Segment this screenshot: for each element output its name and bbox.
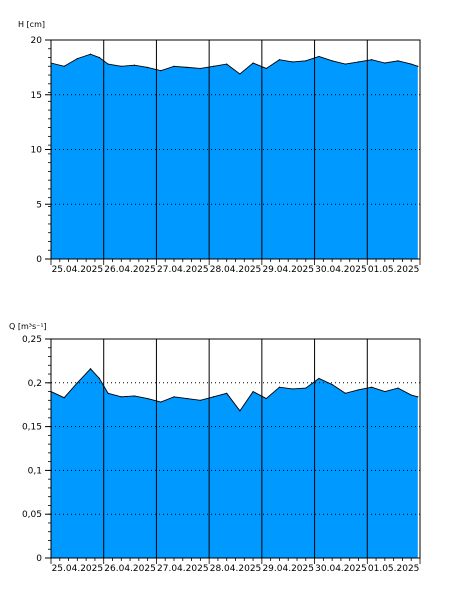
chart-0-data-point-3: [89, 53, 92, 55]
chart-1-data-point-16: [252, 390, 254, 393]
chart-0-x-tick-label-0: 25.04.2025: [52, 265, 104, 275]
chart-1-data-point-29: [417, 396, 419, 398]
chart-1-y-axis-title: Q [m³s⁻¹]: [9, 322, 47, 331]
chart-1-x-tick-label-4: 29.04.2025: [262, 564, 314, 574]
chart-0-data-point-25: [371, 59, 373, 61]
chart-1-data-point-27: [397, 387, 399, 389]
chart-0-x-tick-label-5: 30.04.2025: [315, 265, 367, 275]
chart-0-data-point-27: [397, 60, 399, 62]
chart-0-y-axis-title: H [cm]: [18, 20, 45, 29]
chart-0-data-point-11: [186, 66, 188, 68]
chart-0-data-point-9: [160, 70, 162, 72]
chart-0-x-tick-label-6: 01.05.2025: [368, 265, 420, 275]
chart-0-x-tick-label-3: 28.04.2025: [210, 265, 262, 275]
chart-1-data-point-1: [63, 397, 65, 399]
chart-1-x-tick-label-1: 26.04.2025: [104, 564, 156, 574]
chart-0-data-point-24: [357, 61, 360, 63]
chart-0-data-point-29: [417, 65, 419, 67]
chart-1-data-point-8: [147, 397, 149, 400]
chart-1-data-point-3: [89, 368, 92, 370]
chart-1-data-point-18: [278, 386, 281, 388]
chart-0-y-tick-label-2: 10: [31, 146, 43, 156]
chart-1-series-line: [50, 368, 418, 412]
chart-1-x-tick-label-6: 01.05.2025: [368, 564, 420, 574]
chart-1-data-point-10: [173, 396, 175, 398]
chart-0-series-line: [50, 53, 418, 75]
chart-1-data-point-26: [384, 390, 386, 393]
chart-0-series-area: [51, 54, 418, 259]
chart-0-data-point-26: [384, 62, 386, 64]
chart-0-x-tick-label-4: 29.04.2025: [262, 265, 314, 275]
chart-0-data-point-10: [173, 65, 175, 67]
chart-1-data-point-9: [160, 401, 162, 403]
chart-0-y-tick-label-3: 15: [31, 91, 42, 101]
chart-1-x-tick-label-3: 28.04.2025: [210, 564, 262, 574]
chart-1-data-point-23: [344, 392, 346, 394]
chart-1-x-tick-label-5: 30.04.2025: [315, 564, 367, 574]
chart-1-data-point-5: [107, 392, 109, 394]
chart-0-y-tick-label-4: 20: [31, 36, 43, 46]
water-level-chart: 0 5 10 15 20 25.04.2025 26.04.2025 27.04.2025 28…: [18, 20, 421, 275]
chart-0-data-point-12: [199, 67, 201, 70]
chart-1-data-point-13: [212, 396, 215, 398]
chart-1-data-point-11: [186, 397, 188, 400]
chart-0-y-tick-label-0: 0: [36, 255, 42, 265]
chart-1-data-point-14: [226, 392, 228, 394]
chart-1-series-area: [51, 368, 418, 558]
chart-0-data-point-1: [63, 65, 65, 67]
chart-0-x-tick-label-2: 27.04.2025: [157, 265, 209, 275]
chart-0-data-point-28: [410, 63, 412, 65]
chart-1-data-point-7: [133, 395, 136, 397]
chart-1-y-tick-label-2: 0,1: [28, 466, 42, 476]
chart-1-data-point-20: [305, 387, 307, 389]
chart-1-data-point-22: [331, 383, 333, 386]
chart-1-y-tick-label-3: 0,15: [22, 423, 42, 433]
chart-0-data-point-19: [292, 61, 294, 63]
chart-0-data-point-5: [107, 63, 109, 65]
chart-1-y-tick-label-4: 0,2: [28, 379, 42, 389]
chart-0-data-point-17: [265, 67, 267, 70]
chart-0-data-point-15: [239, 73, 241, 75]
chart-1-y-tick-label-1: 0,05: [22, 510, 42, 520]
chart-1-x-tick-label-2: 27.04.2025: [157, 564, 209, 574]
chart-0-x-tick-label-1: 26.04.2025: [104, 265, 156, 275]
chart-1-data-point-21: [318, 377, 320, 380]
chart-0-data-point-14: [226, 63, 228, 65]
chart-0-data-point-4: [98, 56, 100, 59]
chart-1-data-point-28: [410, 394, 412, 396]
chart-0-data-point-16: [252, 62, 254, 64]
chart-1-data-point-19: [292, 388, 294, 390]
chart-1-data-point-4: [98, 377, 100, 380]
chart-1-y-tick-label-5: 0,25: [22, 335, 42, 345]
chart-0-data-point-21: [318, 55, 320, 58]
chart-1-data-point-15: [239, 410, 241, 412]
chart-1-x-tick-label-0: 25.04.2025: [52, 564, 104, 574]
chart-1-data-point-2: [76, 382, 78, 384]
chart-1-data-point-24: [357, 389, 360, 391]
chart-0-data-point-23: [344, 63, 346, 65]
chart-0-data-point-13: [212, 65, 215, 67]
chart-0-data-point-8: [147, 66, 149, 68]
chart-0-data-point-2: [76, 58, 78, 60]
chart-1-data-point-17: [265, 397, 267, 400]
chart-0-data-point-18: [278, 59, 281, 61]
chart-0-data-point-6: [120, 65, 122, 67]
chart-1-data-point-12: [199, 399, 201, 401]
chart-1-data-point-25: [371, 386, 373, 388]
chart-0-data-point-7: [133, 64, 136, 66]
chart-0-y-tick-label-1: 5: [36, 200, 42, 210]
chart-0-data-point-20: [305, 60, 307, 62]
chart-1-y-tick-label-0: 0: [36, 554, 42, 564]
chart-1-data-point-6: [120, 396, 122, 398]
chart-0-data-point-22: [331, 60, 333, 62]
